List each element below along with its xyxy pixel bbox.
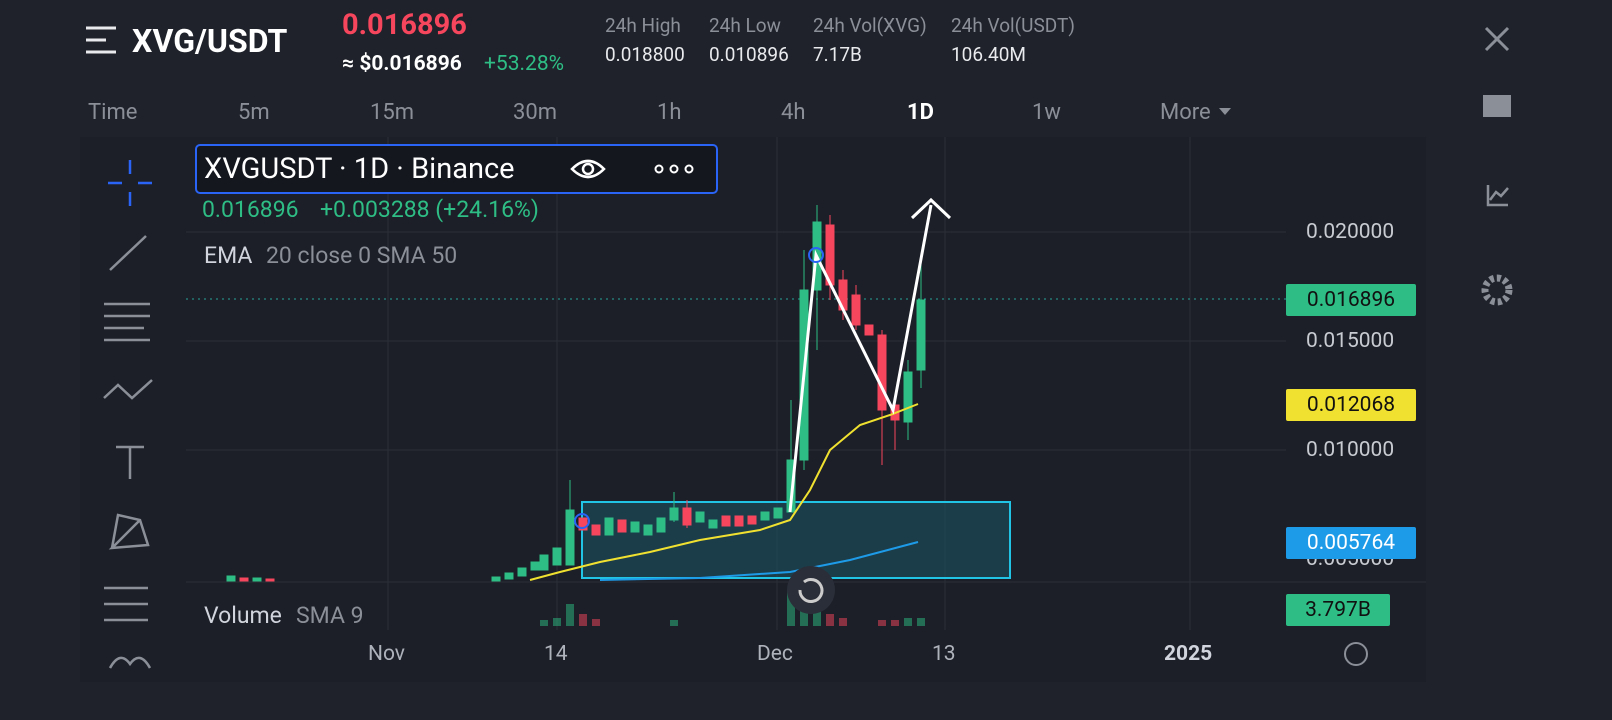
volume-bars-red bbox=[579, 614, 899, 626]
toolbar[interactable] bbox=[103, 160, 153, 669]
legend-box bbox=[195, 144, 718, 194]
change: +53.28% bbox=[484, 52, 565, 76]
time-tick: 2025 bbox=[1164, 642, 1213, 666]
stat-value: 0.018800 bbox=[605, 43, 685, 66]
time-tick: 14 bbox=[544, 642, 568, 666]
menu-icon[interactable] bbox=[86, 26, 116, 54]
stat-value: 106.40M bbox=[951, 43, 1026, 66]
interval-tab[interactable]: 1w bbox=[1032, 100, 1061, 125]
volume-params: SMA 9 bbox=[296, 602, 364, 629]
interval-tab[interactable]: 1h bbox=[657, 100, 682, 125]
stat-value: 7.17B bbox=[813, 43, 862, 66]
reset-icon bbox=[798, 578, 824, 603]
price: 0.016896 bbox=[342, 8, 467, 42]
last-price-badge: 0.016896 bbox=[1286, 284, 1416, 316]
settings-icon[interactable] bbox=[1481, 274, 1513, 306]
interval-tab[interactable]: 5m bbox=[238, 100, 270, 125]
legend-delta: +0.003288 (+24.16%) bbox=[320, 196, 539, 223]
price-tick: 0.020000 bbox=[1306, 220, 1395, 244]
sma-badge: 0.005764 bbox=[1286, 527, 1416, 559]
stat-label: 24h Vol(USDT) bbox=[951, 14, 1075, 37]
trend-drawing bbox=[788, 204, 933, 513]
interval-tab[interactable]: Time bbox=[88, 100, 138, 125]
stat-label: 24h Vol(XVG) bbox=[813, 14, 927, 37]
legend-symbol: XVGUSDT · 1D · Binance bbox=[204, 152, 515, 186]
rectangle-drawing bbox=[581, 501, 1011, 579]
ema-line bbox=[529, 403, 919, 581]
legend-close: 0.016896 bbox=[202, 196, 299, 223]
pair: XVG/USDT bbox=[132, 22, 288, 60]
interval-tab[interactable]: More bbox=[1160, 100, 1231, 125]
chart-area bbox=[80, 137, 1426, 682]
theme-icon[interactable] bbox=[1344, 642, 1369, 666]
usd-price: ≈ $0.016896 bbox=[342, 52, 462, 76]
time-tick: Nov bbox=[368, 642, 405, 666]
arrow-head bbox=[910, 197, 952, 220]
stat-label: 24h Low bbox=[709, 14, 781, 37]
ema-name: EMA bbox=[204, 242, 253, 269]
interval-tab[interactable]: 4h bbox=[781, 100, 806, 125]
stat-value: 0.010896 bbox=[709, 43, 789, 66]
sma-line bbox=[599, 541, 919, 581]
price-tick: 0.010000 bbox=[1306, 438, 1395, 462]
candle-icon[interactable] bbox=[1483, 95, 1511, 117]
interval-tab[interactable]: 15m bbox=[370, 100, 415, 125]
volume-name: Volume bbox=[204, 602, 282, 629]
interval-tab[interactable]: 30m bbox=[513, 100, 558, 125]
volume-badge: 3.797B bbox=[1286, 594, 1390, 626]
stat-label: 24h High bbox=[605, 14, 681, 37]
time-tick: Dec bbox=[757, 642, 793, 666]
marker bbox=[574, 513, 590, 529]
indicator-icon[interactable] bbox=[1486, 185, 1509, 207]
reset-button[interactable] bbox=[787, 566, 835, 614]
ema-params: 20 close 0 SMA 50 bbox=[266, 242, 458, 269]
price-tick: 0.015000 bbox=[1306, 329, 1395, 353]
caret bbox=[1218, 108, 1231, 121]
close-icon[interactable] bbox=[1484, 26, 1510, 52]
time-tick: 13 bbox=[932, 642, 956, 666]
interval-tab[interactable]: 1D bbox=[907, 100, 934, 125]
marker bbox=[808, 247, 824, 263]
ema-badge: 0.012068 bbox=[1286, 389, 1416, 421]
